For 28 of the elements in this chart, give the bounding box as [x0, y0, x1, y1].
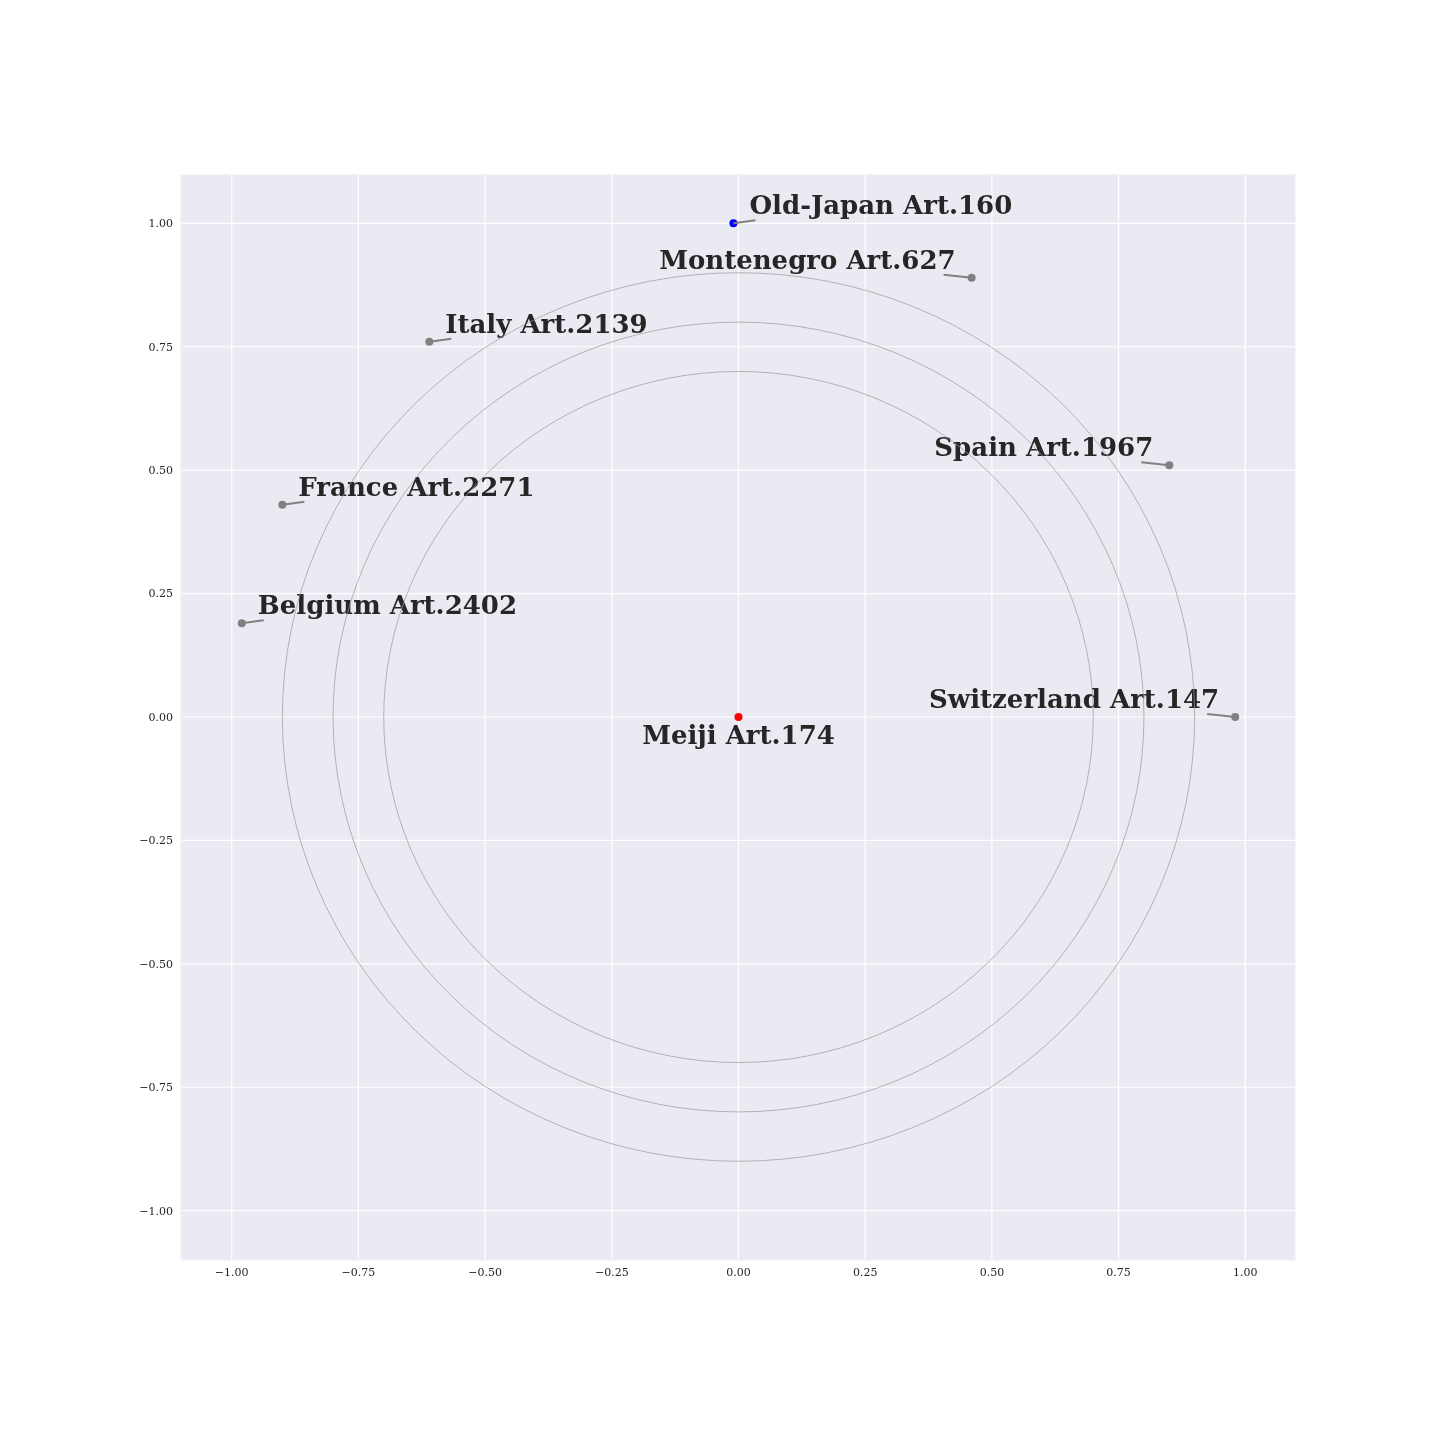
annotation: Old-Japan Art.160: [749, 190, 1013, 221]
x-tick-label: 0.00: [726, 1265, 751, 1279]
annotation: Belgium Art.2402: [257, 590, 518, 621]
point: [237, 619, 246, 628]
x-tick-label: 0.50: [979, 1265, 1005, 1279]
y-tick-label: 0.75: [148, 340, 173, 354]
x-tick-label: 0.25: [852, 1265, 878, 1279]
annotation: Montenegro Art.627: [659, 244, 956, 275]
y-tick-label: −0.25: [139, 834, 173, 848]
x-tick-label: −0.75: [341, 1265, 376, 1279]
point: [425, 337, 434, 346]
annotation: Spain Art.1967: [934, 432, 1154, 463]
y-tick-label: −0.50: [139, 957, 173, 971]
y-tick-label: 0.50: [148, 464, 173, 478]
annotation: France Art.2271: [298, 471, 535, 502]
x-tick-label: 0.75: [1106, 1265, 1131, 1279]
annotation: Meiji Art.174: [642, 720, 835, 750]
x-tick-label: −0.50: [468, 1265, 502, 1279]
y-tick-label: 0.00: [148, 710, 173, 724]
annotation: Italy Art.2139: [445, 308, 648, 339]
y-tick-label: −1.00: [139, 1204, 173, 1218]
y-tick-label: 0.25: [148, 587, 173, 601]
x-tick-label: −0.25: [594, 1265, 629, 1279]
x-tick-label: 1.00: [1233, 1265, 1258, 1279]
y-tick-label: 1.00: [148, 217, 173, 231]
y-tick-label: −0.75: [139, 1081, 173, 1095]
x-tick-label: −1.00: [214, 1265, 249, 1279]
annotation: Switzerland Art.147: [929, 684, 1220, 714]
